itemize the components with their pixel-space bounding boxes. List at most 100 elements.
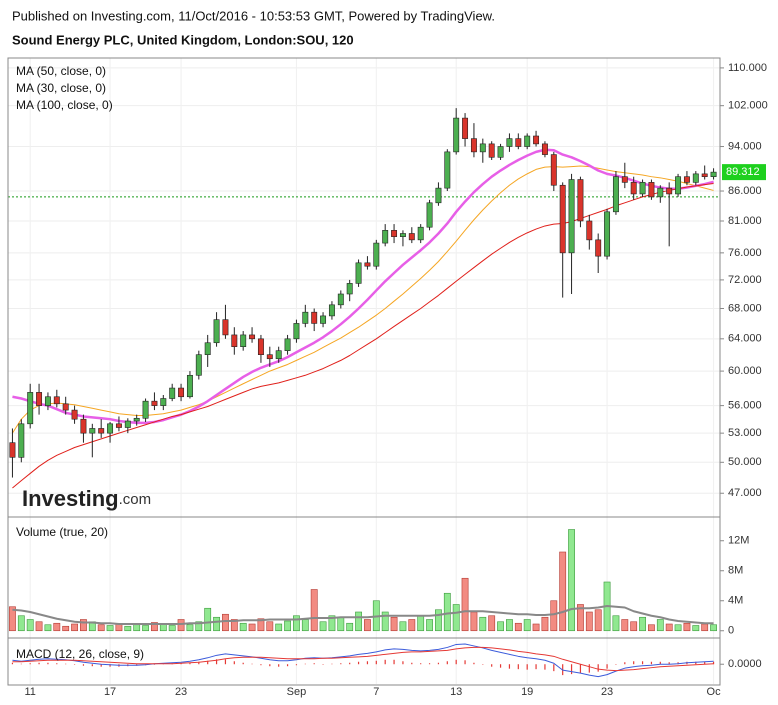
volume-bar bbox=[461, 577, 469, 632]
candle-body bbox=[249, 334, 256, 340]
volume-bar bbox=[213, 616, 220, 632]
volume-bar bbox=[355, 611, 362, 632]
candle-body bbox=[115, 423, 122, 428]
histogram-bar bbox=[668, 662, 670, 665]
chart-title: Sound Energy PLC, United Kingdom, London… bbox=[12, 32, 354, 47]
candle-body bbox=[612, 176, 619, 213]
candle-body bbox=[284, 338, 291, 351]
volume-bar bbox=[53, 622, 61, 632]
header: Published on Investing.com, 11/Oct/2016 … bbox=[12, 8, 495, 23]
y-tick-label: 53.000 bbox=[728, 427, 762, 439]
histogram-bar bbox=[420, 663, 422, 665]
histogram-bar bbox=[535, 664, 537, 670]
legend-entry: MA (30, close, 0) bbox=[16, 81, 106, 95]
histogram-bar bbox=[340, 663, 342, 665]
candle-body bbox=[497, 146, 504, 158]
volume-bar bbox=[381, 611, 389, 632]
candle-body bbox=[666, 187, 673, 195]
candle-body bbox=[595, 239, 602, 257]
histogram-bar bbox=[526, 664, 528, 670]
axes: 110.000102.00094.00086.00081.00076.00072… bbox=[24, 62, 767, 698]
histogram-bar bbox=[357, 661, 360, 665]
histogram-bar bbox=[82, 664, 85, 666]
candle-body bbox=[213, 319, 220, 344]
volume-bar bbox=[426, 619, 433, 632]
candle-body bbox=[80, 418, 87, 434]
volume-bar bbox=[133, 624, 141, 632]
candle-body bbox=[417, 226, 424, 241]
volume-bar bbox=[159, 623, 167, 632]
candle-body bbox=[470, 138, 477, 153]
histogram-bar bbox=[393, 659, 395, 665]
histogram-bar bbox=[91, 664, 93, 667]
volume-bar bbox=[142, 625, 149, 632]
volume-bar bbox=[648, 624, 655, 632]
histogram-bar bbox=[313, 663, 315, 665]
volume-bar bbox=[284, 620, 291, 632]
volume-bar bbox=[301, 619, 309, 632]
line bbox=[12, 165, 714, 434]
candle-body bbox=[240, 334, 247, 347]
histogram-bar bbox=[215, 659, 218, 665]
histogram-bar bbox=[615, 664, 617, 665]
volume-bar bbox=[585, 611, 593, 632]
candle-body bbox=[142, 400, 149, 419]
volume-bar bbox=[177, 619, 185, 632]
volume-bar bbox=[151, 622, 158, 632]
volume-bar bbox=[9, 606, 16, 632]
candle-body bbox=[710, 171, 717, 177]
volume-bar bbox=[692, 625, 700, 632]
histogram-bar bbox=[428, 663, 431, 665]
volume-bar bbox=[115, 623, 123, 632]
histogram-bar bbox=[597, 664, 599, 672]
volume-bar bbox=[701, 623, 709, 632]
y-tick-label: 50.000 bbox=[728, 456, 762, 468]
candle-body bbox=[320, 315, 327, 324]
x-tick-label: 19 bbox=[521, 686, 533, 698]
histogram-bar bbox=[695, 661, 697, 665]
candle-body bbox=[9, 442, 16, 458]
volume-bar bbox=[417, 615, 425, 632]
candle-body bbox=[550, 154, 557, 186]
y-tick-label: 56.000 bbox=[728, 400, 762, 412]
candle-body bbox=[559, 184, 566, 254]
y-tick-label: 64.000 bbox=[728, 333, 762, 345]
watermark: Investing.com bbox=[22, 486, 151, 511]
candle-body bbox=[506, 138, 513, 147]
volume-bar bbox=[408, 619, 416, 632]
x-tick-label: 7 bbox=[373, 686, 379, 698]
volume-bar bbox=[204, 607, 212, 632]
volume-bar bbox=[435, 609, 442, 632]
candle-body bbox=[444, 151, 451, 189]
histogram-bar bbox=[331, 663, 333, 665]
candle-body bbox=[382, 230, 389, 244]
histogram-bar bbox=[659, 661, 661, 665]
candle-body bbox=[186, 374, 193, 398]
histogram-bar bbox=[286, 664, 289, 667]
volume-bar bbox=[230, 619, 238, 632]
histogram-bar bbox=[233, 661, 235, 665]
candle-body bbox=[515, 138, 522, 147]
volume-bar bbox=[319, 621, 327, 632]
histogram-bar bbox=[349, 662, 351, 665]
volume-bar bbox=[559, 551, 567, 632]
candle-body bbox=[151, 400, 158, 406]
candle-body bbox=[133, 417, 140, 422]
candle-body bbox=[408, 233, 415, 241]
histogram-bar bbox=[464, 660, 466, 665]
volume-bar bbox=[293, 615, 300, 632]
histogram-bar bbox=[20, 663, 22, 665]
volume-bar bbox=[35, 621, 43, 632]
candle-body bbox=[204, 342, 211, 355]
candle-body bbox=[453, 117, 460, 153]
histogram-bar bbox=[704, 661, 706, 665]
price-panel bbox=[8, 108, 720, 489]
candle-body bbox=[337, 293, 344, 306]
volume-bar bbox=[621, 619, 629, 632]
histogram-bar bbox=[38, 662, 40, 665]
candle-body bbox=[107, 423, 114, 434]
volume-bar bbox=[266, 621, 274, 632]
histogram-bar bbox=[633, 661, 635, 665]
candle-body bbox=[586, 220, 593, 241]
candle-body bbox=[355, 262, 362, 284]
